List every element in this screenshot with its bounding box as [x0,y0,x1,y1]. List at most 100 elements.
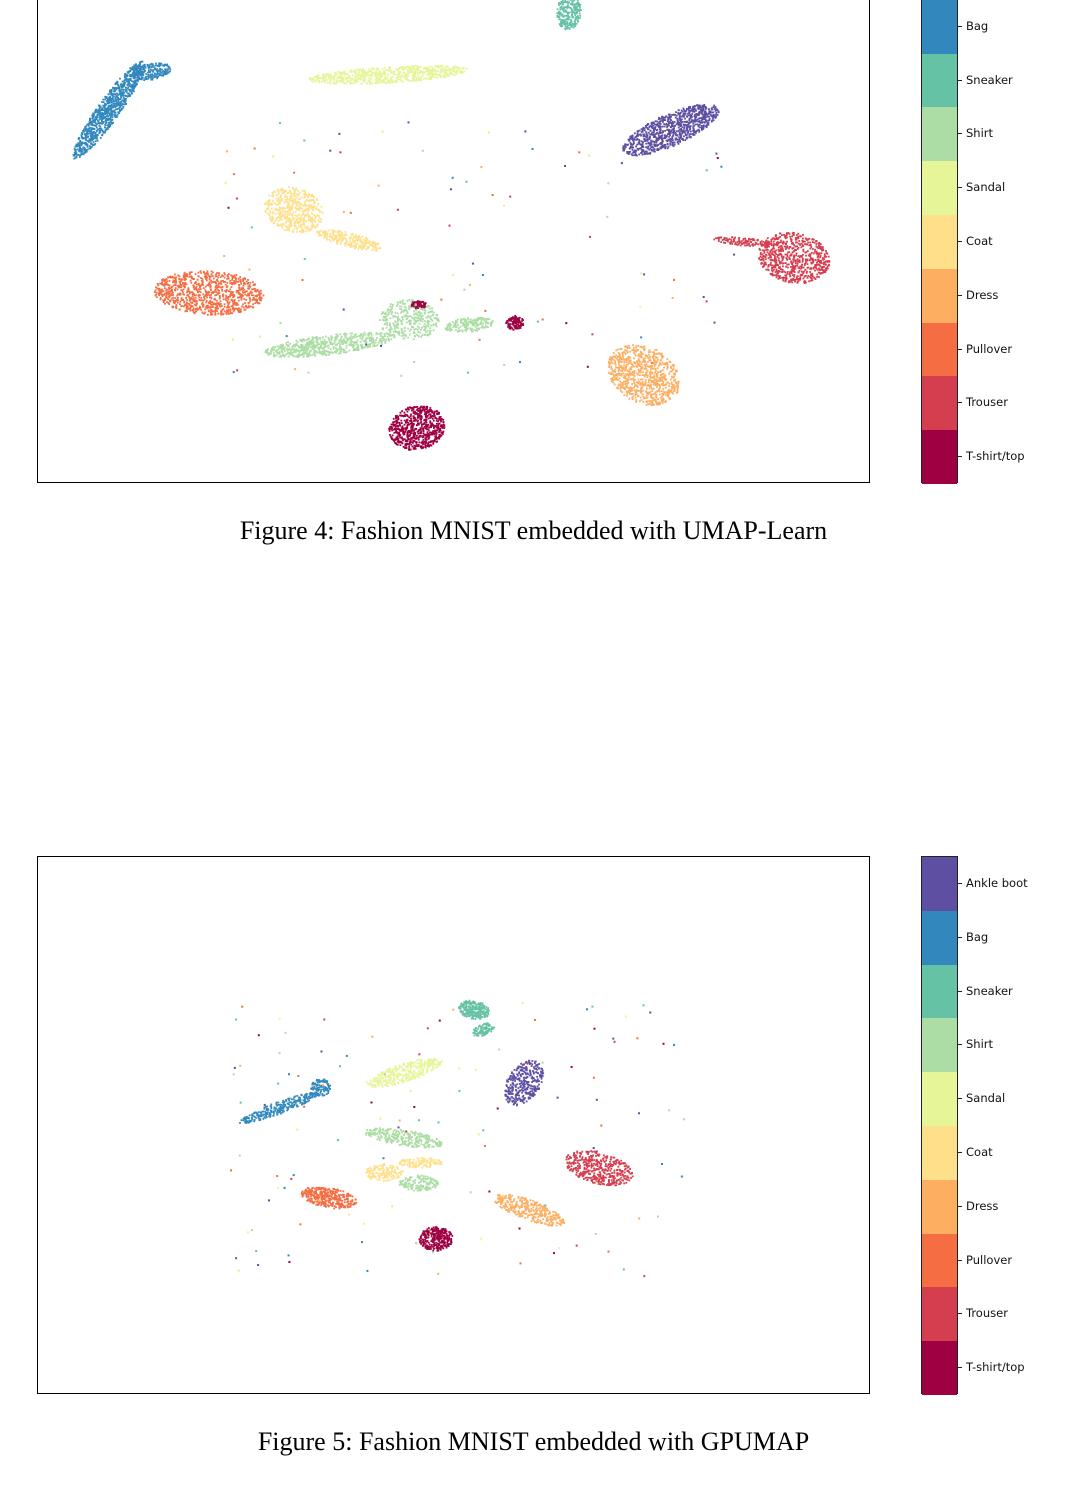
umap-learn-point [706,122,709,124]
umap-learn-point [330,76,333,79]
umap-learn-point [791,232,794,235]
umap-learn-point [440,71,443,73]
umap-learn-point [796,245,798,248]
umap-learn-point [680,124,683,127]
umap-learn-point [560,21,563,24]
umap-learn-point [353,236,355,239]
umap-learn-point [75,153,78,156]
umap-learn-point [820,248,823,250]
umap-learn-point [153,72,156,75]
umap-learn-point [703,116,706,119]
umap-learn-point [188,299,191,302]
umap-learn-point [241,305,243,308]
umap-learn-point [674,138,677,141]
umap-learn-point [128,95,130,97]
umap-learn-point [101,101,103,103]
umap-learn-point [168,292,171,295]
umap-learn-point [237,307,240,310]
umap-learn-point [341,237,344,240]
umap-learn-point [338,77,340,79]
umap-learn-point [269,211,272,214]
umap-learn-point [311,225,314,228]
umap-learn-point [279,212,282,215]
umap-learn-point [801,259,804,262]
umap-learn-point [193,294,196,297]
umap-learn-point [580,9,582,12]
umap-learn-point [89,117,91,120]
umap-learn-point [793,256,795,259]
umap-learn-point [416,68,419,71]
umap-learn-point [328,229,330,232]
umap-learn-point [301,207,304,210]
umap-learn-point [123,75,126,78]
umap-learn-point [337,239,340,242]
umap-learn-point [574,18,577,20]
umap-learn-point [460,69,462,72]
umap-learn-point [208,275,211,277]
umap-learn-point [300,231,303,234]
umap-learn-point [759,253,762,256]
umap-learn-point [133,71,135,73]
umap-learn-point [295,187,298,190]
umap-learn-point [579,17,581,19]
umap-learn-point [647,145,649,148]
umap-learn-point [795,259,798,262]
umap-learn-point [253,298,256,301]
umap-learn-point [260,292,262,295]
umap-learn-point [121,107,123,110]
umap-learn-point [378,247,380,250]
umap-learn-point [268,194,271,197]
umap-learn-point [630,153,633,156]
umap-learn-point [123,98,126,100]
umap-learn-point [576,3,579,6]
umap-learn-point [195,294,197,297]
umap-learn-point [78,146,81,149]
umap-learn-point [689,125,692,127]
umap-learn-point [660,117,663,120]
umap-learn-point [810,257,813,260]
umap-learn-point [806,243,809,246]
umap-learn-point [283,191,285,194]
umap-learn-point [374,82,377,84]
umap-learn-point [140,71,142,74]
umap-learn-point [173,302,176,305]
umap-learn-point [287,227,289,229]
umap-learn-point [820,246,822,248]
umap-learn-point [92,141,95,143]
umap-learn-point [187,308,190,310]
umap-learn-point [664,146,667,149]
umap-learn-point [793,278,796,281]
umap-learn-point [317,77,319,79]
umap-learn-point [760,243,763,246]
umap-learn-point [759,252,762,254]
umap-learn-point [678,116,681,119]
umap-learn-point [781,257,784,260]
umap-learn-point [414,70,417,73]
umap-learn-point [707,121,710,124]
umap-learn-point [572,10,575,13]
umap-learn-point [137,67,140,70]
umap-learn-point [672,122,675,125]
umap-learn-point [89,120,92,123]
umap-learn-point [82,130,85,133]
umap-learn-point [413,76,416,79]
umap-learn-point [111,109,114,112]
umap-learn-point [80,152,83,155]
umap-learn-point [183,300,186,303]
umap-learn-point [667,133,669,135]
umap-learn-point [313,214,316,217]
umap-learn-point [267,204,270,206]
umap-learn-point [117,107,120,110]
umap-learn-point [297,193,300,196]
umap-learn-point [340,233,343,235]
umap-learn-point [211,275,214,277]
umap-learn-point [312,78,315,80]
umap-learn-point [671,144,674,146]
umap-learn-point [115,108,117,111]
umap-learn-point [282,223,285,226]
umap-learn-point [787,281,790,284]
umap-learn-point [90,143,93,145]
umap-learn-point [87,124,90,127]
umap-learn-point [110,101,112,104]
umap-learn-point [133,83,136,85]
